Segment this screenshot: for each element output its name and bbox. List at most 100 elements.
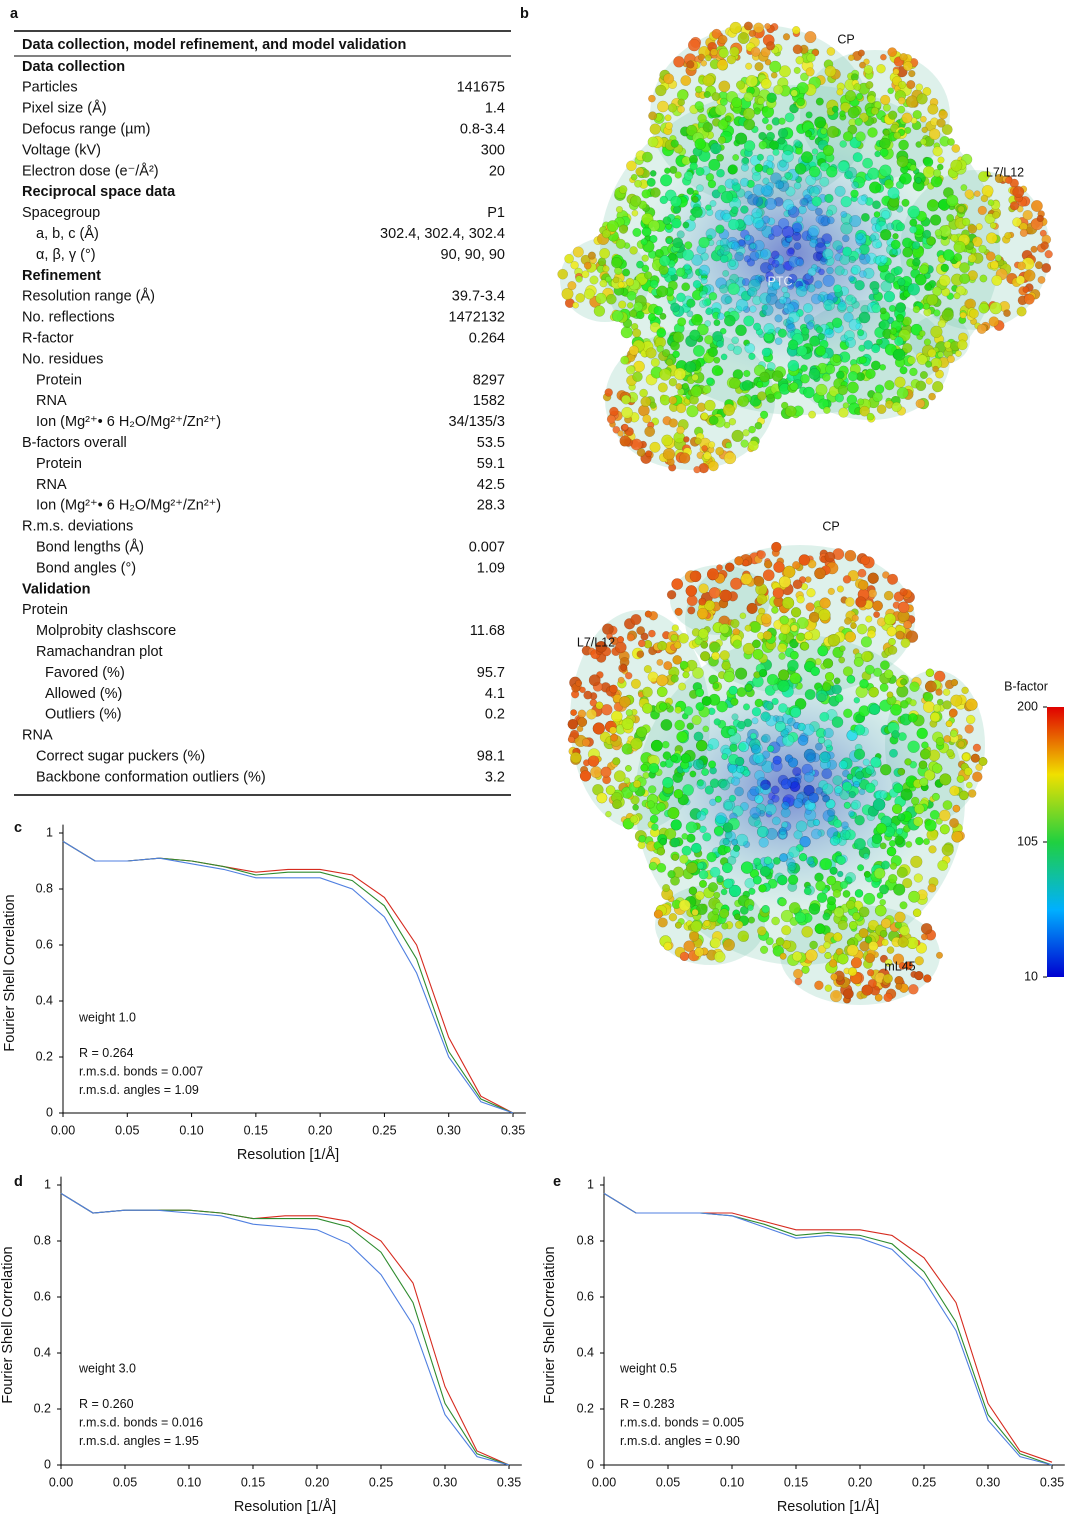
atom [916,381,926,391]
atom [797,633,805,641]
atom [664,661,673,670]
x-tick-label: 0.20 [308,1123,332,1137]
atom [691,843,701,853]
atom [708,461,718,471]
atom [798,723,806,731]
atom [755,795,764,804]
atom [751,745,760,754]
atom [698,629,708,639]
atom [671,820,682,831]
section-heading: Data collection [22,59,125,75]
atom [695,138,706,149]
atom [927,200,939,212]
atom [657,863,666,872]
atom [832,717,843,728]
atom [724,315,735,326]
atom [766,937,774,945]
atom [695,101,704,110]
atom [643,415,651,423]
atom [605,389,613,397]
atom [762,905,770,913]
atom [889,840,896,847]
atom [676,403,686,413]
atom [772,260,780,268]
atom [728,764,737,773]
atom [733,640,742,649]
atom [732,714,739,721]
y-tick-label: 0.8 [36,881,53,895]
atom [773,588,784,599]
atom [578,710,586,718]
atom [861,637,872,648]
x-tick-label: 0.35 [501,1123,525,1137]
atom [745,235,751,241]
atom [930,712,940,722]
atom [603,266,610,273]
y-tick-label: 0.6 [36,937,53,951]
atom [815,743,822,750]
atom [861,213,869,221]
atom [841,196,852,207]
atom [824,728,834,738]
atom [908,713,917,722]
atom [860,556,869,565]
row-label: Bond lengths (Å) [36,539,144,556]
atom [703,385,711,393]
atom [645,451,651,457]
atom [767,93,777,103]
atom [900,53,908,61]
atom [1024,294,1034,304]
atom [660,761,666,767]
atom [903,247,913,257]
atom [764,857,772,865]
atom [651,740,662,751]
atom [1017,262,1025,270]
atom [669,913,677,921]
atom [702,769,709,776]
atom [664,942,672,950]
atom [759,885,767,893]
atom [828,588,835,595]
atom [855,280,865,290]
atom [659,703,667,711]
atom [926,378,933,385]
atom [684,171,693,180]
atom [951,679,958,686]
atom [675,608,683,616]
atom [880,95,890,105]
atom [692,374,699,381]
y-tick-label: 0.4 [34,1345,51,1359]
atom [847,945,858,956]
atom [630,246,638,254]
atom [724,671,735,682]
atom [867,969,874,976]
y-tick-label: 1 [44,1177,51,1191]
panel-label: a [10,6,19,22]
atom [681,75,691,85]
atom [706,229,716,239]
atom [697,780,706,789]
atom [946,195,958,207]
atom [732,337,739,344]
atom [657,675,668,686]
atom [891,240,900,249]
atom [782,597,794,609]
x-tick-label: 0.15 [244,1123,268,1137]
row-value: 20 [489,163,505,179]
atom [766,168,773,175]
atom [738,396,749,407]
atom [871,107,879,115]
atom [650,442,661,453]
atom [719,285,728,294]
atom [908,356,916,364]
atom [835,186,846,197]
atom [733,154,739,160]
atom [1020,229,1028,237]
panel-label: b [520,6,529,22]
atom [682,156,691,165]
atom [924,308,932,316]
atom [853,912,861,920]
atom [765,198,777,210]
atom [671,675,679,683]
atom [920,371,928,379]
